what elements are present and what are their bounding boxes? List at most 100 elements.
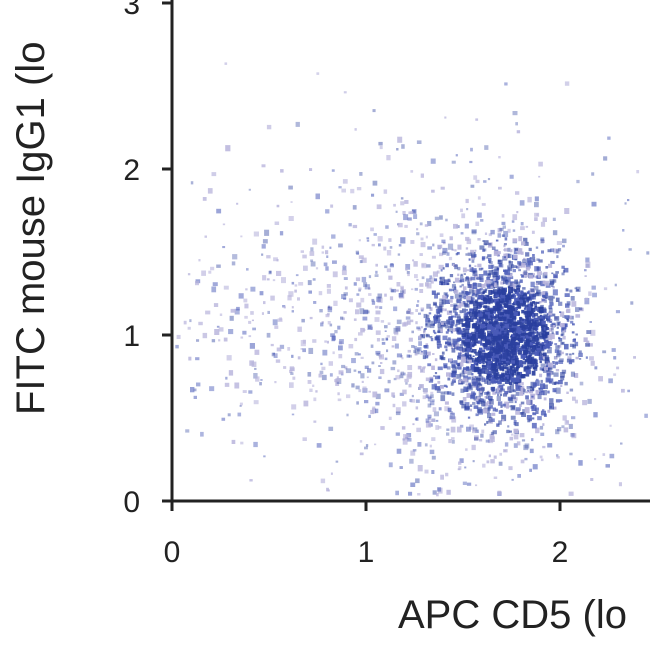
data-point [513,327,517,331]
data-point [289,369,293,374]
data-point [319,370,324,375]
data-point [295,274,299,277]
data-point [489,341,492,344]
data-point [445,348,448,352]
data-point [542,324,546,327]
data-point [440,385,444,389]
data-point [523,270,528,275]
data-point [560,399,563,402]
data-point [526,300,530,303]
data-point [524,304,529,308]
data-point [527,303,533,309]
data-point [525,391,529,394]
data-point [534,196,539,202]
data-point [520,222,524,226]
data-point [354,352,359,356]
data-point [508,298,511,301]
data-point [508,261,513,266]
data-point [528,247,532,252]
data-point [497,324,501,327]
data-point [570,320,574,324]
data-point [491,356,496,361]
data-point [525,266,530,271]
data-point [475,179,480,184]
data-point [440,282,445,286]
data-point [539,314,542,317]
data-point [551,327,554,331]
data-point [487,380,491,385]
data-point [512,214,518,221]
data-point [453,303,458,309]
data-point [501,298,505,303]
data-point [320,362,323,366]
data-point [486,256,489,259]
data-point [474,265,477,267]
data-point [493,320,497,324]
data-point [430,277,435,281]
data-point [446,252,450,256]
data-point [380,362,383,364]
data-point [470,404,473,407]
data-point [374,274,379,277]
data-point [399,374,404,379]
data-point [472,289,476,294]
data-point [432,407,437,412]
data-point [509,174,514,179]
data-point [497,490,502,495]
data-point [521,344,527,349]
data-point [376,296,381,302]
data-point [408,491,413,496]
data-point [530,348,536,352]
data-point [501,326,504,329]
data-point [438,264,444,270]
data-point [393,203,396,207]
data-point [574,341,579,347]
data-point [353,282,357,286]
data-point [443,363,448,369]
data-point [530,406,534,409]
data-point [546,365,552,373]
data-point [441,299,446,305]
data-point [502,225,506,229]
data-point [375,401,380,406]
data-point [453,343,457,347]
data-point [607,136,611,140]
data-point [371,298,375,302]
data-point [480,392,484,395]
data-point [584,269,587,272]
data-point [557,427,562,432]
data-point [526,291,530,295]
data-point [520,374,524,379]
data-point [509,366,513,370]
data-point [537,336,540,339]
data-point [375,310,381,315]
data-point [310,247,314,252]
data-point [427,246,432,250]
data-point [264,229,270,236]
data-point [535,380,540,386]
data-point [495,239,499,242]
data-point [479,383,483,387]
data-point [483,298,488,305]
data-point [523,292,527,296]
data-point [550,324,553,328]
data-point [463,386,468,392]
data-point [412,259,415,262]
data-point [425,377,431,382]
data-point [327,489,330,492]
data-point [495,281,499,284]
data-point [375,263,378,267]
data-point [471,376,476,380]
data-point [590,478,594,481]
data-point [480,291,484,295]
data-point [298,282,304,286]
data-point [513,289,517,293]
data-point [549,366,553,370]
data-point [515,122,518,126]
data-point [196,339,200,342]
data-point [291,354,294,358]
data-point [239,405,242,407]
data-point [441,322,444,325]
data-point [421,350,424,353]
data-point [392,403,396,408]
